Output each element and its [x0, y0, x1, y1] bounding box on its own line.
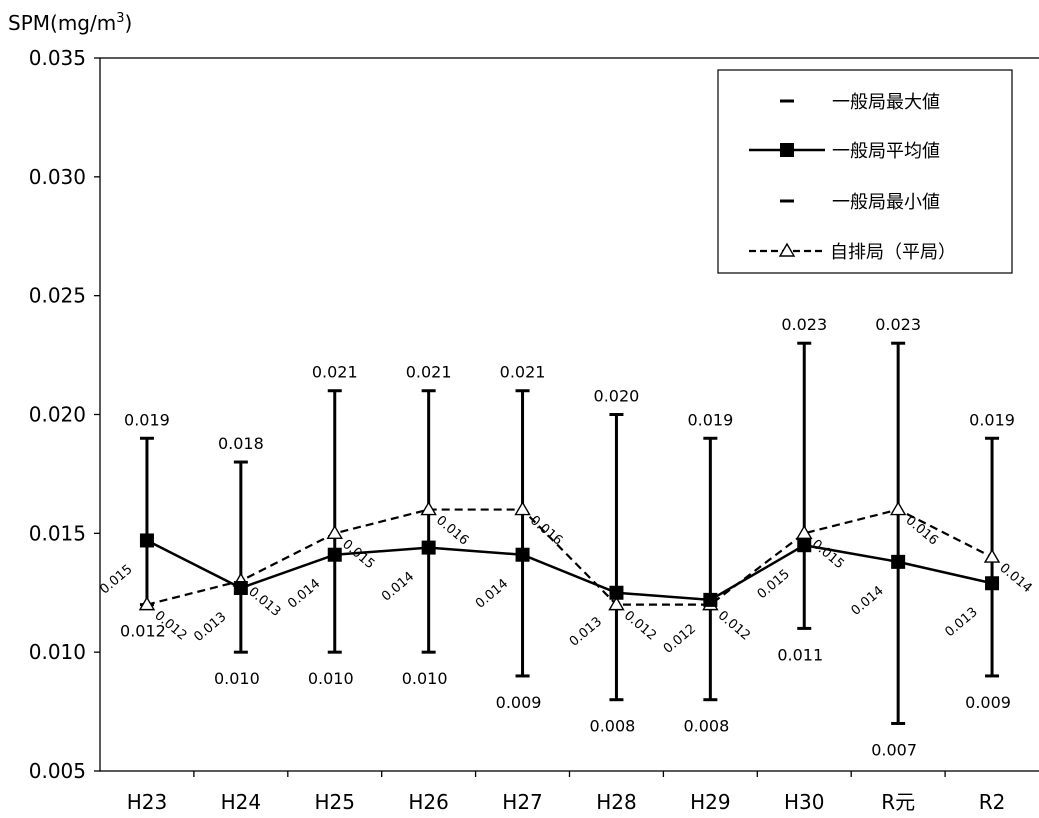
x-tick-label: H30	[784, 790, 825, 814]
label-min: 0.009	[496, 693, 542, 712]
series-line-auto	[146, 508, 993, 606]
label-max: 0.019	[969, 410, 1015, 429]
x-tick-label: H26	[408, 790, 449, 814]
label-average: 0.014	[285, 576, 323, 611]
point-auto	[326, 524, 343, 540]
point-average	[609, 585, 624, 600]
point-average	[703, 592, 718, 607]
point-average	[797, 538, 812, 553]
legend-symbol-auto-marker	[778, 242, 796, 257]
label-min: 0.010	[214, 669, 260, 688]
x-tick-label: H24	[221, 790, 262, 814]
point-auto	[608, 596, 625, 611]
legend-label: 一般局平均値	[832, 141, 940, 162]
x-tick-label: R2	[979, 790, 1006, 814]
label-min: 0.010	[308, 669, 354, 688]
label-max: 0.021	[500, 363, 546, 382]
label-min: 0.011	[777, 645, 823, 664]
label-min: 0.008	[590, 717, 636, 736]
label-min: 0.008	[683, 717, 729, 736]
y-tick-label: 0.005	[29, 759, 86, 783]
label-max: 0.021	[406, 363, 452, 382]
point-average	[421, 540, 436, 555]
point-auto	[420, 501, 437, 516]
label-max: 0.018	[218, 434, 264, 453]
legend-label: 自排局（平局）	[830, 242, 956, 263]
point-average	[327, 547, 342, 562]
point-average	[233, 580, 248, 595]
legend-box	[717, 69, 1013, 274]
label-average: 0.013	[567, 614, 605, 649]
legend-label: 一般局最大値	[832, 92, 940, 113]
x-tick-label: H23	[127, 790, 168, 814]
point-auto	[138, 596, 156, 611]
point-auto	[889, 501, 907, 516]
point-average	[891, 554, 906, 569]
label-max: 0.023	[781, 315, 827, 334]
label-max: 0.023	[875, 315, 921, 334]
legend-symbol-average-marker	[780, 143, 794, 157]
point-auto	[983, 548, 1001, 563]
label-average: 0.014	[473, 576, 511, 611]
y-tick-label: 0.010	[29, 640, 86, 664]
label-min: 0.009	[965, 693, 1011, 712]
point-average	[985, 576, 1000, 591]
x-tick-label: H27	[502, 790, 543, 814]
label-auto: 0.012	[715, 608, 753, 643]
label-average: 0.015	[97, 562, 135, 597]
label-auto: 0.014	[996, 561, 1034, 596]
label-auto: 0.015	[809, 537, 847, 572]
label-auto: 0.013	[245, 584, 283, 619]
label-average: 0.014	[849, 583, 887, 618]
point-average	[515, 547, 530, 562]
label-average: 0.013	[191, 610, 229, 645]
label-auto: 0.016	[903, 513, 941, 548]
label-average: 0.014	[379, 569, 417, 604]
y-axis-label: SPM(mg/m3)	[8, 11, 132, 35]
y-tick-label: 0.015	[29, 521, 86, 545]
y-tick-label: 0.035	[29, 46, 86, 70]
label-min: 0.010	[402, 669, 448, 688]
y-tick-label: 0.030	[29, 165, 86, 189]
x-tick-label: H28	[596, 790, 637, 814]
series-line-average	[146, 539, 993, 602]
x-tick-label: R元	[881, 790, 915, 814]
x-tick-label: H29	[690, 790, 731, 814]
label-min: 0.007	[871, 740, 917, 759]
label-max: 0.019	[124, 410, 170, 429]
label-min: 0.012	[120, 622, 166, 641]
point-average	[139, 533, 154, 548]
label-max: 0.020	[594, 387, 640, 406]
x-tick-label: H25	[315, 790, 356, 814]
y-tick-label: 0.025	[29, 284, 86, 308]
label-auto: 0.016	[433, 513, 471, 548]
legend-label: 一般局最小値	[832, 192, 940, 213]
label-average: 0.013	[942, 605, 980, 640]
point-auto	[514, 501, 531, 516]
label-auto: 0.016	[527, 513, 565, 548]
label-max: 0.021	[312, 363, 358, 382]
y-tick-label: 0.020	[29, 403, 86, 427]
label-auto: 0.012	[621, 608, 659, 643]
label-average: 0.012	[661, 621, 699, 656]
label-max: 0.019	[687, 410, 733, 429]
